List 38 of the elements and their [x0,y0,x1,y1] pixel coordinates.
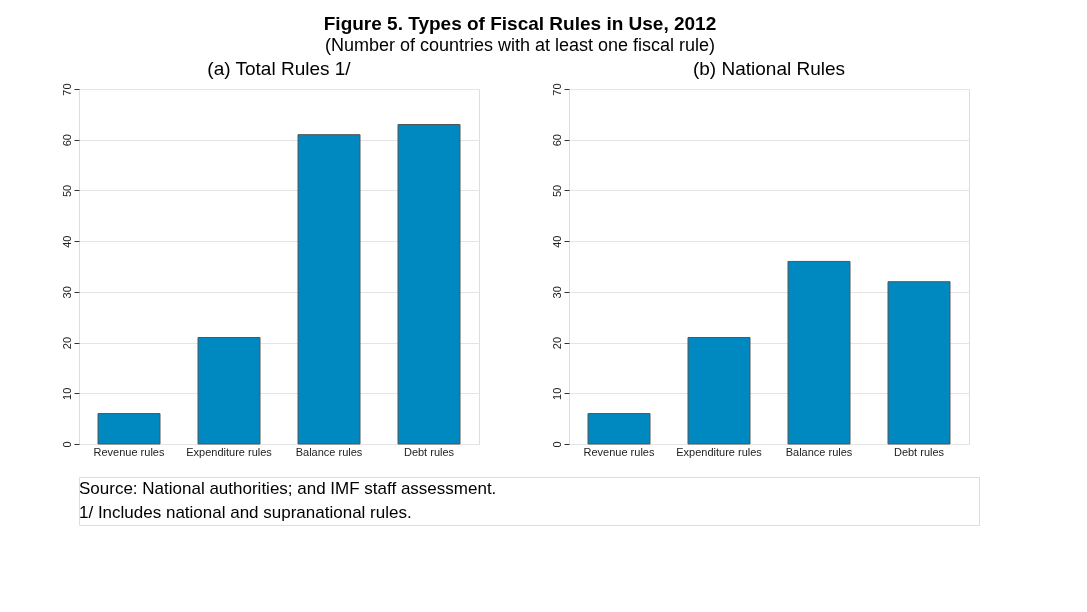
chart-title: (b) National Rules [692,57,846,79]
y-tick-label: 40 [60,235,73,248]
y-tick-label: 70 [550,83,563,96]
x-tick-label: Debt rules [893,445,945,458]
y-tick-label: 0 [550,441,563,448]
bar [397,124,461,445]
y-tick-label: 30 [550,286,563,299]
text: (Number of countries with at least one fiscal rule) [324,35,716,56]
y-tick-label: 40 [550,235,563,248]
bar [587,413,651,445]
x-tick-label: Debt rules [403,445,455,458]
bar [887,281,951,445]
y-tick-label: 10 [60,387,73,400]
x-tick-label: Balance rules [785,445,853,458]
bar [787,260,851,445]
x-tick-label: Expenditure rules [676,445,763,458]
x-tick-label: Balance rules [295,445,363,458]
y-tick-label: 60 [60,134,73,147]
y-tick-label: 0 [60,441,73,448]
y-tick-label: 30 [60,286,73,299]
y-tick-label: 70 [60,83,73,96]
text: 1/ Includes national and supranational rules. [79,503,412,522]
bar [97,413,161,445]
chart-title: (a) Total Rules 1/ [207,57,352,79]
y-tick-label: 10 [550,387,563,400]
y-tick-label: 20 [550,336,563,350]
bar [197,337,261,445]
x-tick-label: Revenue rules [583,445,655,458]
y-tick-label: 60 [550,134,563,147]
source-note: Source: National authorities; and IMF staff assessment. [79,479,497,498]
y-tick-label: 50 [550,184,563,198]
bar [687,337,751,445]
x-tick-label: Revenue rules [93,445,165,458]
y-tick-label: 20 [60,336,73,350]
x-tick-label: Expenditure rules [186,445,273,458]
y-tick-label: 50 [60,184,73,198]
bar [297,134,361,445]
text: Figure 5. Types of Fiscal Rules in Use, 2012 [323,13,717,35]
